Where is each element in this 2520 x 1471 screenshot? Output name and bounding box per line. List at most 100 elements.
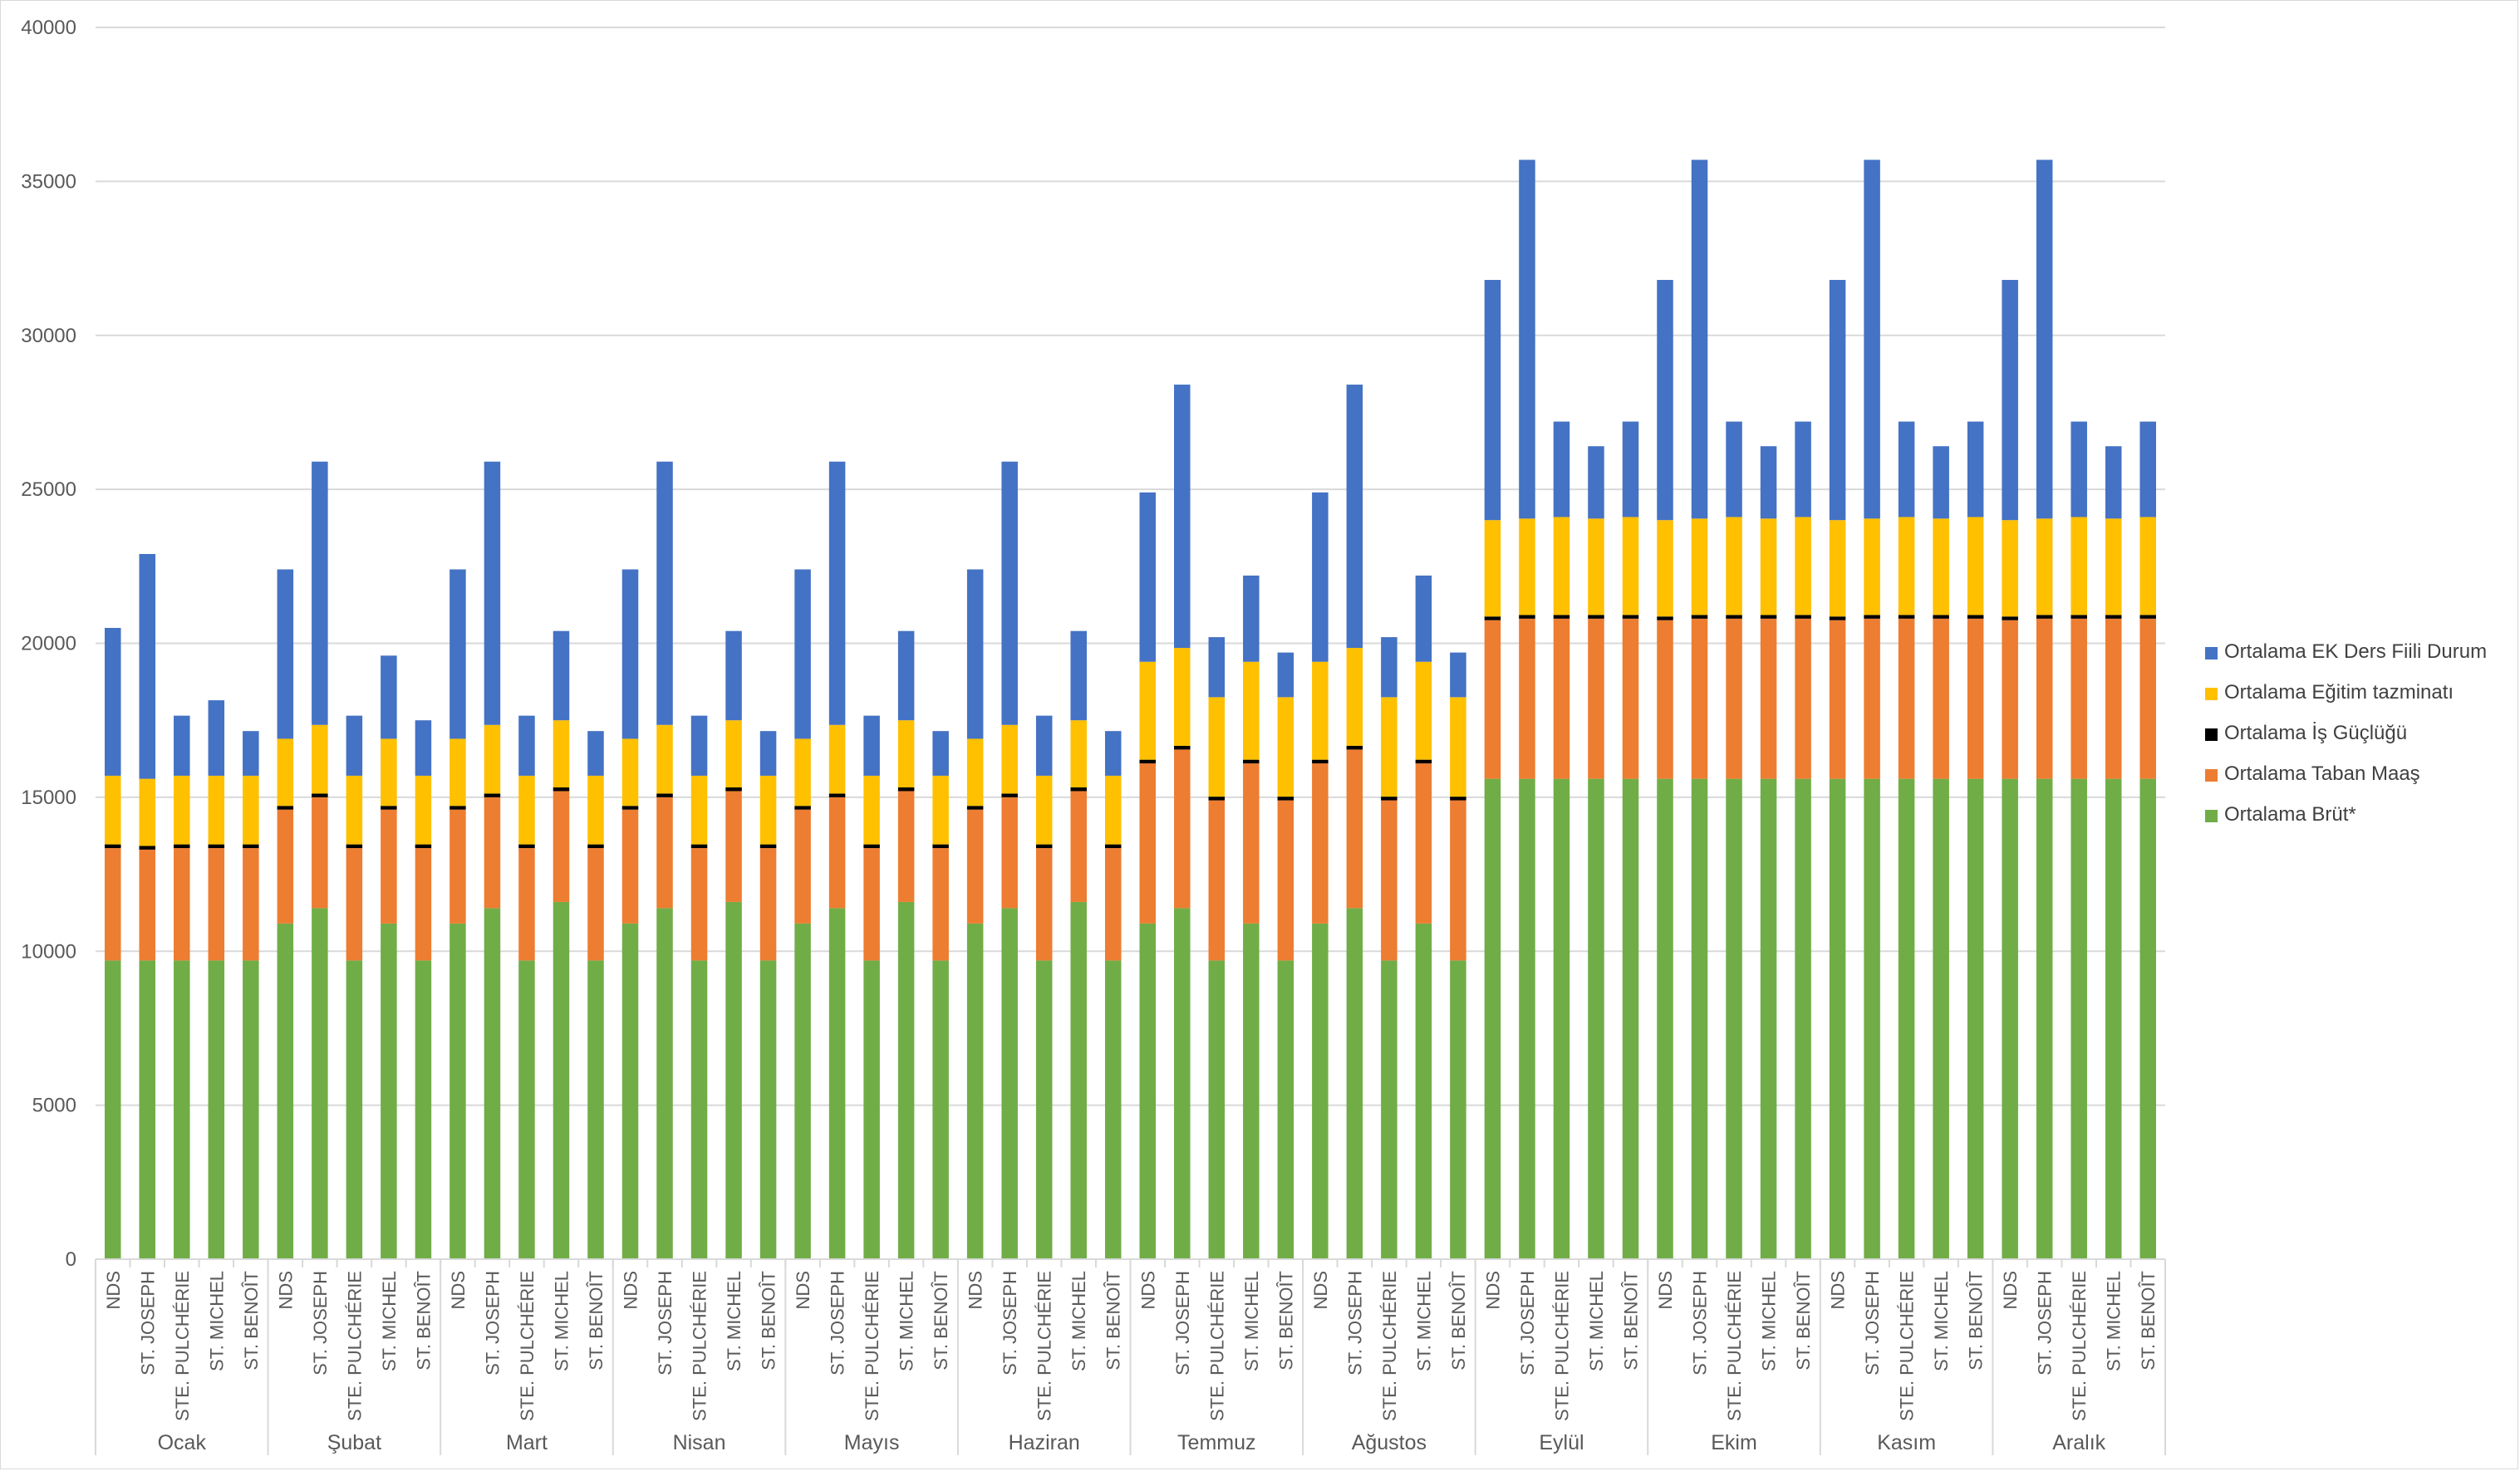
bar-segment bbox=[1415, 661, 1432, 760]
bar-segment bbox=[1519, 778, 1535, 1259]
bar-segment bbox=[759, 848, 777, 961]
bar-segment bbox=[2002, 280, 2018, 521]
x-category-label: STE. PULCHÉRIE bbox=[1551, 1271, 1572, 1421]
bar-segment bbox=[484, 461, 501, 725]
bar-segment bbox=[1553, 421, 1570, 517]
bar-segment bbox=[346, 960, 363, 1259]
bar-segment bbox=[1967, 778, 1984, 1259]
x-category-label: STE. PULCHÉRIE bbox=[1034, 1271, 1055, 1421]
bar-segment bbox=[966, 738, 984, 807]
bar-segment bbox=[1795, 421, 1811, 517]
bar-segment bbox=[621, 569, 639, 739]
bar-segment bbox=[1691, 778, 1708, 1259]
bar-segment bbox=[139, 846, 156, 850]
bar-segment bbox=[139, 849, 156, 961]
bar-segment bbox=[1795, 778, 1811, 1259]
bar-segment bbox=[828, 797, 846, 909]
bar-segment bbox=[518, 848, 535, 961]
bar-segment bbox=[1726, 618, 1742, 779]
bar-segment bbox=[1864, 159, 1880, 519]
bar-segment bbox=[1657, 520, 1673, 617]
bar-segment bbox=[1726, 421, 1742, 517]
bar-segment bbox=[1967, 421, 1984, 517]
x-category-label: STE. PULCHÉRIE bbox=[862, 1271, 882, 1421]
bar-segment bbox=[1104, 731, 1122, 776]
x-group-label: Kasım bbox=[1877, 1431, 1936, 1454]
bar-segment bbox=[897, 787, 915, 792]
bar-segment bbox=[1484, 520, 1501, 617]
bar-segment bbox=[208, 700, 225, 776]
x-category-label: ST. BENOÎT bbox=[2138, 1271, 2159, 1370]
legend-swatch bbox=[2205, 688, 2218, 700]
bar-segment bbox=[346, 848, 363, 961]
bar-segment bbox=[1277, 797, 1294, 801]
bar-segment bbox=[1001, 793, 1018, 797]
x-category-label: ST. BENOÎT bbox=[759, 1271, 779, 1370]
bar-segment bbox=[759, 775, 777, 845]
bar-segment bbox=[1898, 778, 1915, 1259]
bar-segment bbox=[2002, 620, 2018, 779]
bar-segment bbox=[656, 724, 673, 794]
bar-segment bbox=[2002, 520, 2018, 617]
bar-segment bbox=[966, 569, 984, 739]
bar-segment bbox=[381, 809, 397, 924]
bar-segment bbox=[1312, 661, 1329, 760]
bar-segment bbox=[518, 844, 535, 849]
x-category-label: ST. BENOÎT bbox=[1620, 1271, 1641, 1370]
bar-segment bbox=[381, 655, 397, 739]
x-category-label: ST. BENOÎT bbox=[1793, 1271, 1814, 1370]
bar-segment bbox=[1070, 791, 1087, 902]
bar-segment bbox=[243, 844, 259, 849]
bar-segment bbox=[174, 775, 190, 845]
bar-segment bbox=[312, 797, 328, 909]
bar-segment bbox=[1691, 159, 1708, 519]
bar-segment bbox=[1381, 637, 1398, 698]
bars bbox=[105, 159, 2156, 1259]
bar-segment bbox=[863, 848, 880, 961]
bar-segment bbox=[1104, 960, 1122, 1259]
bar-segment bbox=[449, 738, 466, 807]
bar-segment bbox=[1312, 763, 1329, 924]
bar-segment bbox=[2071, 421, 2087, 517]
bar-segment bbox=[656, 793, 673, 797]
bar-segment bbox=[1035, 960, 1053, 1259]
legend-swatch bbox=[2205, 728, 2218, 741]
bar-segment bbox=[1174, 385, 1191, 649]
bar-segment bbox=[1381, 960, 1398, 1259]
bar-segment bbox=[312, 724, 328, 794]
bar-segment bbox=[1519, 618, 1535, 779]
bar-segment bbox=[690, 848, 708, 961]
bar-segment bbox=[1829, 778, 1846, 1259]
bar-segment bbox=[1415, 575, 1432, 662]
x-category-label: ST. JOSEPH bbox=[1172, 1271, 1193, 1375]
bar-segment bbox=[1174, 908, 1191, 1259]
bar-segment bbox=[1346, 749, 1363, 909]
bar-segment bbox=[1760, 618, 1777, 779]
bar-segment bbox=[449, 806, 466, 810]
bar-segment bbox=[1933, 615, 1949, 619]
bar-segment bbox=[1588, 615, 1604, 619]
bar-segment bbox=[484, 793, 501, 797]
bar-segment bbox=[794, 806, 811, 810]
bar-segment bbox=[1829, 620, 1846, 779]
bar-segment bbox=[1243, 923, 1260, 1259]
bar-segment bbox=[1967, 615, 1984, 619]
x-category-label: STE. PULCHÉRIE bbox=[172, 1271, 193, 1421]
legend-label: Ortalama İş Güçlüğü bbox=[2224, 722, 2407, 744]
bar-segment bbox=[1139, 661, 1157, 760]
bar-segment bbox=[794, 569, 811, 739]
bar-segment bbox=[1415, 923, 1432, 1259]
x-category-label: ST. JOSEPH bbox=[482, 1271, 503, 1375]
bar-segment bbox=[312, 461, 328, 725]
bar-segment bbox=[1450, 697, 1466, 797]
bar-segment bbox=[1657, 620, 1673, 779]
bar-segment bbox=[2139, 778, 2156, 1259]
bar-segment bbox=[415, 844, 432, 849]
bar-segment bbox=[553, 787, 570, 792]
bar-segment bbox=[1277, 652, 1294, 698]
bar-segment bbox=[1243, 763, 1260, 924]
bar-segment bbox=[1381, 797, 1398, 801]
bar-segment bbox=[1588, 518, 1604, 615]
